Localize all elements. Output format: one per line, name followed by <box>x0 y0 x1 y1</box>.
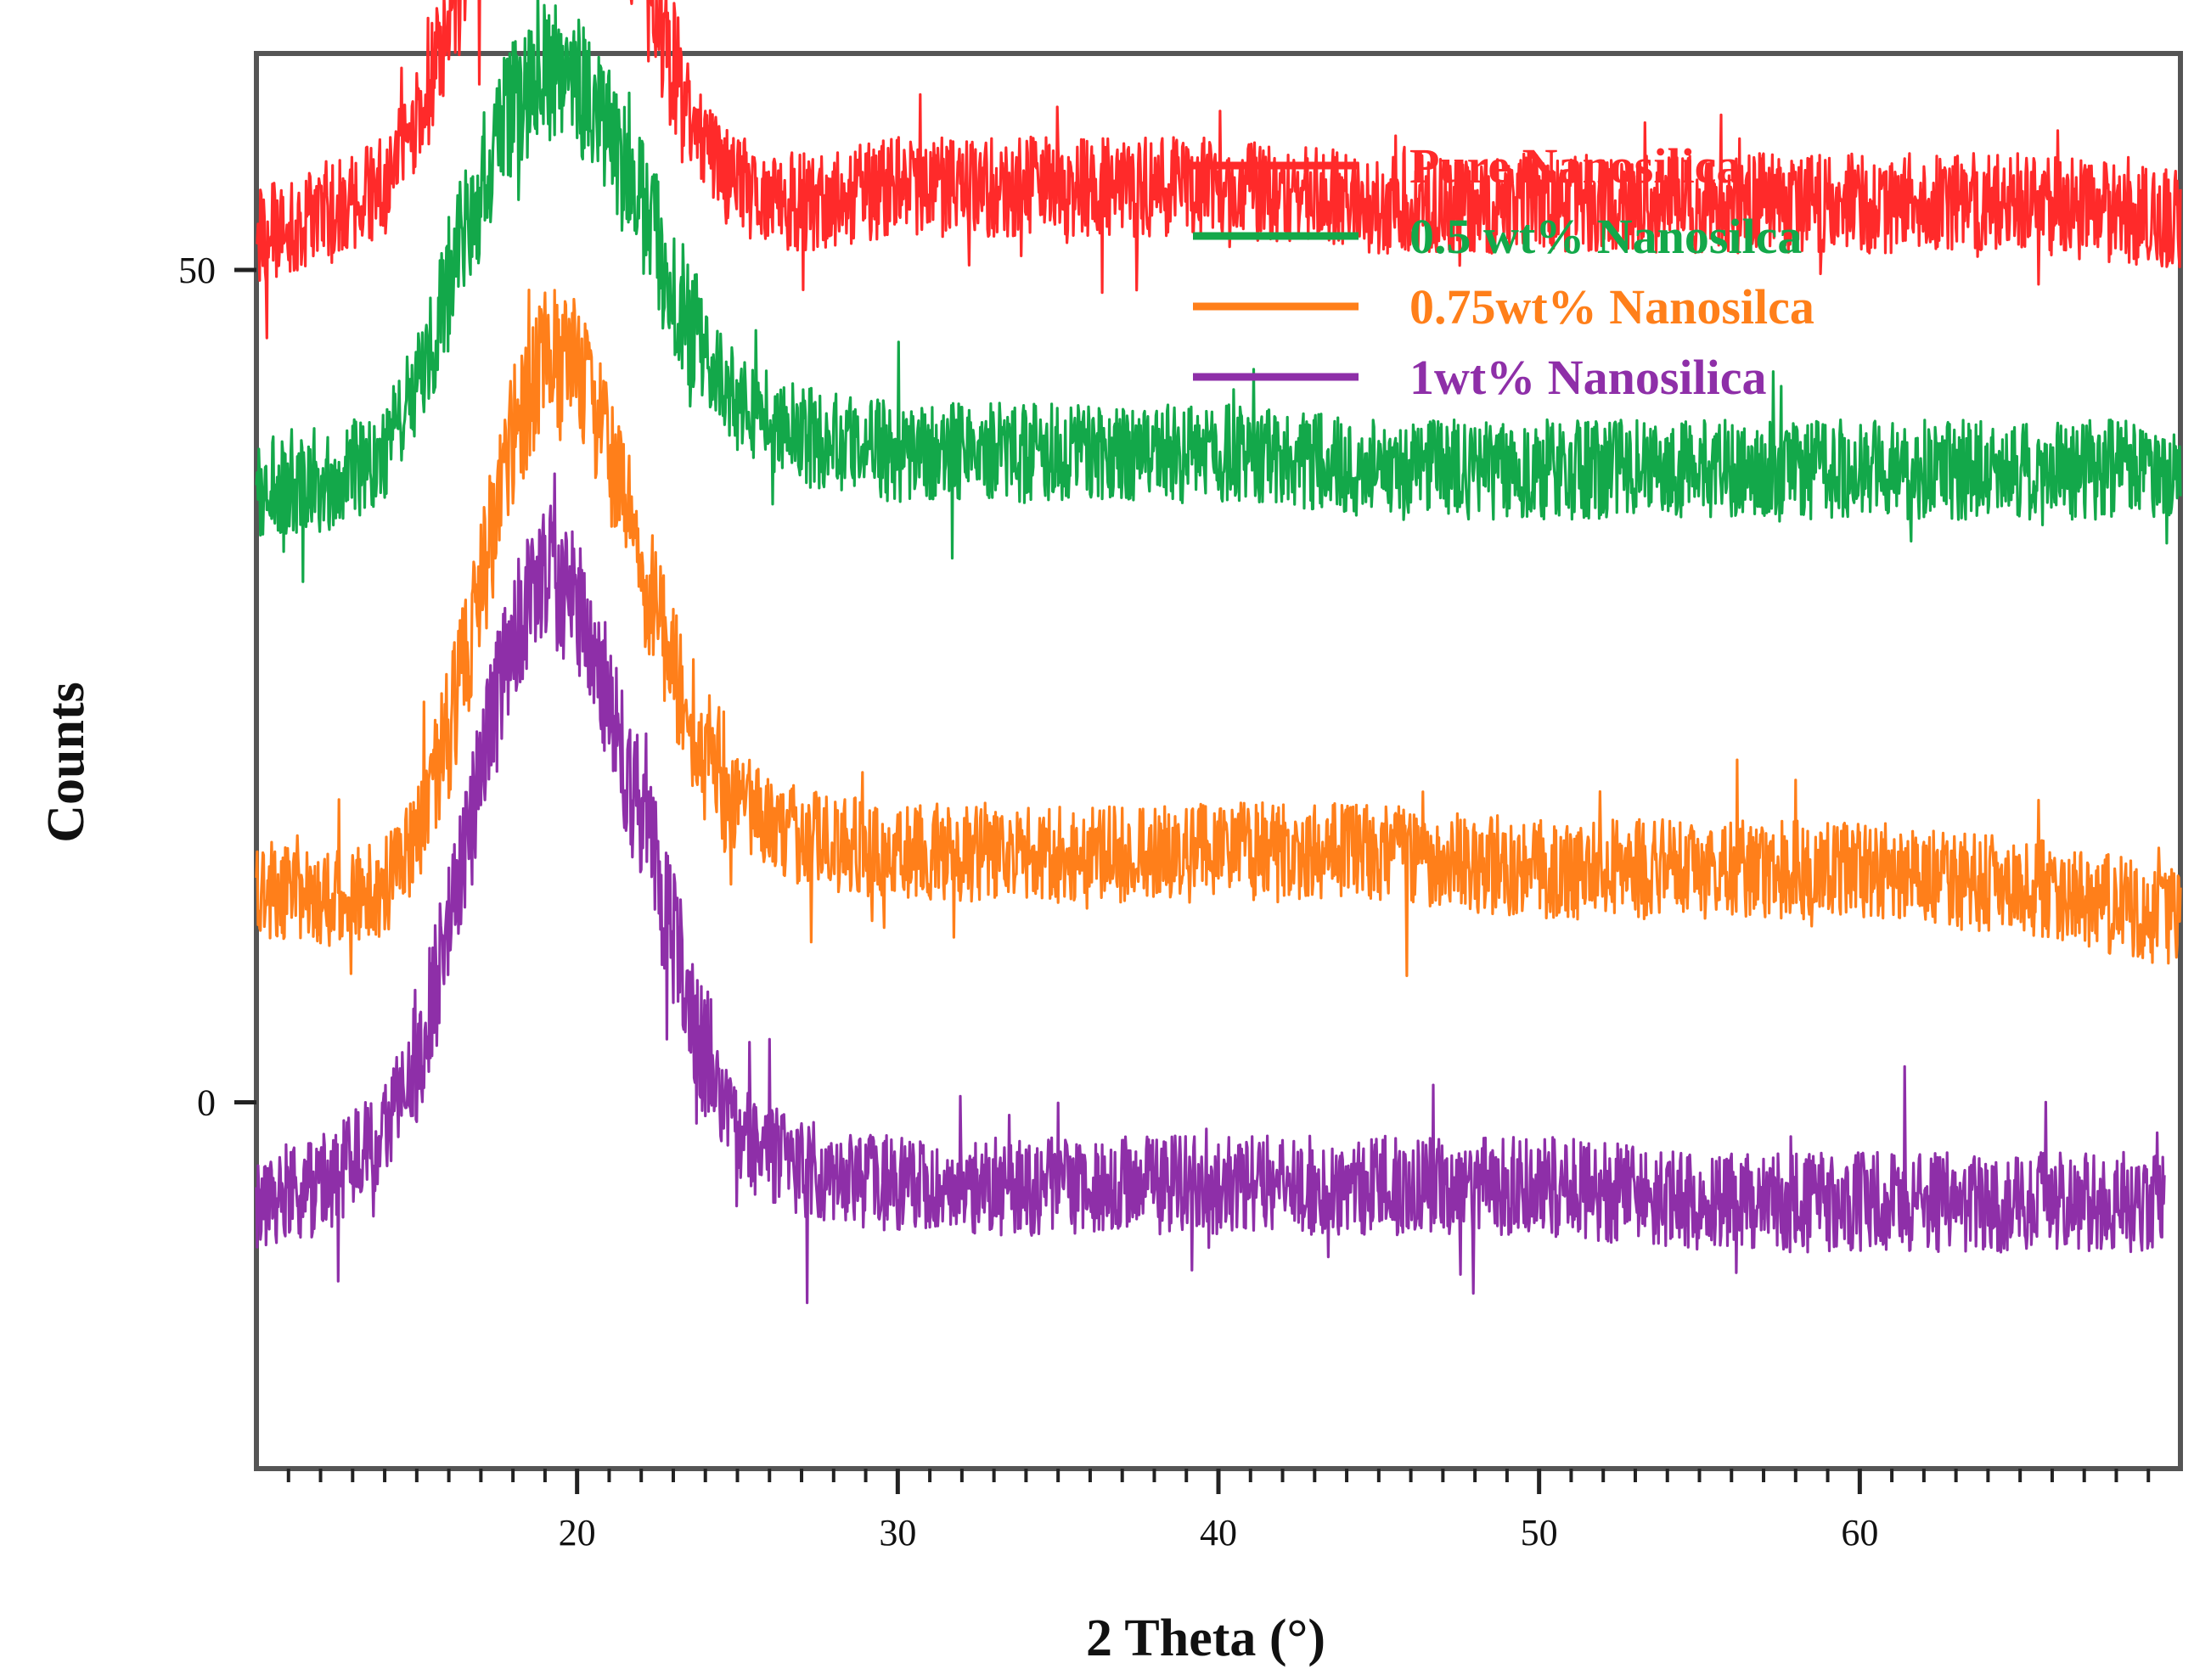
x-tick-label: 50 <box>1521 1512 1558 1554</box>
x-axis-title: 2 Theta (°) <box>1086 1610 1325 1667</box>
x-minor-ticks <box>286 1469 2151 1482</box>
x-major-ticks <box>575 1469 1862 1494</box>
x-tick-label: 30 <box>879 1512 916 1554</box>
series-line-2 <box>255 0 2182 583</box>
y-tick-label: 0 <box>197 1082 216 1124</box>
x-tick-label: 60 <box>1841 1512 1878 1554</box>
legend-label-2: 0.5 wt% Nanosilca <box>1409 209 1802 264</box>
series-layer <box>255 0 2182 1305</box>
legend-label-4: 1wt% Nanosilica <box>1409 350 1767 405</box>
y-ticks <box>234 267 256 1105</box>
legend-label-3: 0.75wt% Nanosilca <box>1409 279 1814 334</box>
x-tick-label: 20 <box>559 1512 596 1554</box>
x-axis: 20 30 40 50 60 2 Theta (°) <box>286 1469 2151 1667</box>
x-tick-labels: 20 30 40 50 60 <box>559 1512 1879 1554</box>
y-axis: 0 50 Counts <box>37 250 256 1124</box>
y-axis-title: Counts <box>37 682 95 843</box>
series-line-4 <box>255 472 2166 1305</box>
series-line-1 <box>255 0 2182 340</box>
plot-area <box>254 0 2183 1471</box>
legend: Pure Nanosilica 0.5 wt% Nanosilca 0.75wt% … <box>1193 138 1814 405</box>
y-tick-labels: 0 50 <box>178 250 216 1124</box>
plot-frame <box>254 51 2183 1471</box>
x-tick-label: 40 <box>1200 1512 1237 1554</box>
series-line-3 <box>255 289 2182 977</box>
legend-label-1: Pure Nanosilica <box>1409 138 1741 194</box>
y-tick-label: 50 <box>178 250 216 291</box>
